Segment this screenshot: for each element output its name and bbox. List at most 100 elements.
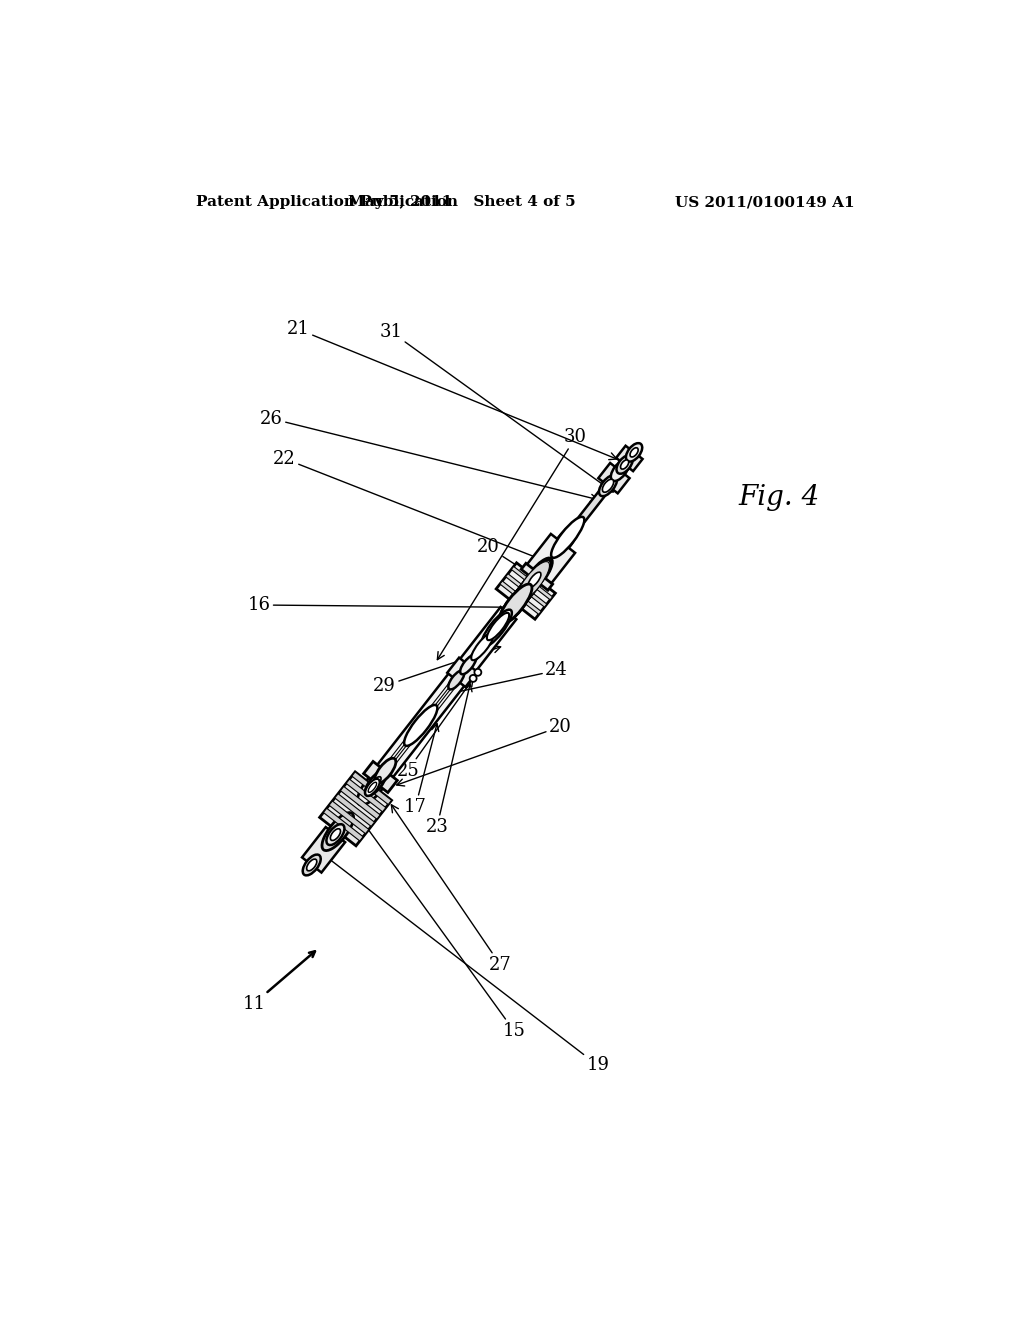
Text: 11: 11	[243, 995, 265, 1012]
Ellipse shape	[499, 589, 527, 626]
Ellipse shape	[505, 576, 539, 616]
Ellipse shape	[473, 631, 495, 657]
Polygon shape	[324, 808, 364, 841]
Polygon shape	[364, 762, 397, 792]
Ellipse shape	[371, 776, 381, 789]
Text: 31: 31	[379, 322, 613, 492]
Ellipse shape	[502, 605, 515, 622]
Polygon shape	[302, 828, 345, 873]
Ellipse shape	[599, 475, 617, 496]
Ellipse shape	[611, 461, 629, 480]
Text: 20: 20	[477, 539, 547, 585]
Ellipse shape	[517, 561, 550, 602]
Ellipse shape	[486, 612, 509, 640]
Ellipse shape	[521, 556, 554, 597]
Ellipse shape	[538, 533, 571, 574]
Ellipse shape	[519, 558, 552, 598]
Text: May 5, 2011    Sheet 4 of 5: May 5, 2011 Sheet 4 of 5	[348, 195, 575, 210]
Ellipse shape	[357, 767, 389, 805]
Ellipse shape	[434, 667, 468, 708]
Ellipse shape	[486, 599, 519, 640]
Ellipse shape	[477, 626, 499, 652]
Ellipse shape	[503, 579, 536, 619]
Ellipse shape	[514, 565, 547, 605]
Text: 27: 27	[391, 805, 512, 974]
Polygon shape	[497, 562, 555, 619]
Ellipse shape	[331, 829, 341, 841]
Ellipse shape	[495, 589, 528, 630]
Ellipse shape	[529, 544, 563, 586]
Text: 26: 26	[260, 409, 598, 502]
Polygon shape	[506, 574, 547, 607]
Ellipse shape	[602, 479, 613, 492]
Ellipse shape	[553, 531, 573, 556]
Polygon shape	[616, 446, 643, 471]
Text: 22: 22	[273, 450, 559, 568]
Polygon shape	[524, 533, 575, 586]
Ellipse shape	[417, 688, 451, 730]
Ellipse shape	[511, 569, 544, 609]
Text: US 2011/0100149 A1: US 2011/0100149 A1	[675, 195, 854, 210]
Polygon shape	[500, 581, 541, 614]
Ellipse shape	[474, 669, 481, 676]
Ellipse shape	[449, 671, 464, 689]
Ellipse shape	[404, 705, 437, 746]
Text: 19: 19	[325, 855, 609, 1074]
Polygon shape	[521, 564, 553, 590]
Ellipse shape	[560, 540, 566, 546]
Ellipse shape	[322, 813, 353, 850]
Text: 25: 25	[396, 678, 473, 780]
Ellipse shape	[626, 444, 642, 462]
Ellipse shape	[621, 459, 629, 469]
Ellipse shape	[622, 461, 628, 467]
Ellipse shape	[426, 677, 459, 718]
Ellipse shape	[470, 675, 476, 682]
Polygon shape	[598, 463, 630, 494]
Ellipse shape	[481, 610, 512, 647]
Ellipse shape	[469, 622, 503, 663]
Ellipse shape	[369, 783, 377, 792]
Ellipse shape	[409, 700, 441, 741]
Polygon shape	[377, 607, 516, 777]
Text: 16: 16	[248, 597, 541, 614]
Ellipse shape	[375, 758, 396, 784]
Ellipse shape	[526, 564, 547, 589]
Ellipse shape	[551, 517, 585, 558]
Ellipse shape	[528, 572, 541, 587]
Text: 29: 29	[373, 645, 501, 694]
Ellipse shape	[512, 566, 546, 607]
Ellipse shape	[303, 854, 321, 875]
Text: 17: 17	[404, 723, 438, 816]
Ellipse shape	[306, 859, 316, 871]
Ellipse shape	[494, 595, 523, 631]
Ellipse shape	[460, 655, 476, 675]
Ellipse shape	[481, 620, 503, 648]
Ellipse shape	[616, 455, 633, 474]
Polygon shape	[560, 462, 628, 545]
Polygon shape	[340, 787, 380, 820]
Ellipse shape	[443, 655, 476, 696]
Text: 24: 24	[434, 661, 567, 700]
Text: 23: 23	[426, 684, 472, 836]
Polygon shape	[335, 793, 375, 826]
Ellipse shape	[504, 578, 537, 619]
Polygon shape	[319, 772, 391, 846]
Polygon shape	[447, 657, 477, 686]
Text: Fig. 4: Fig. 4	[739, 483, 820, 511]
Text: 20: 20	[396, 718, 571, 785]
Ellipse shape	[547, 523, 580, 564]
Ellipse shape	[460, 634, 494, 675]
Ellipse shape	[452, 644, 485, 685]
Ellipse shape	[366, 771, 386, 796]
Ellipse shape	[378, 763, 392, 779]
Ellipse shape	[327, 824, 344, 845]
Ellipse shape	[366, 779, 380, 796]
Text: 30: 30	[437, 428, 587, 660]
Text: 21: 21	[287, 321, 616, 459]
Ellipse shape	[484, 607, 514, 644]
Polygon shape	[346, 779, 386, 812]
Ellipse shape	[527, 560, 551, 587]
Text: 15: 15	[357, 814, 525, 1040]
Ellipse shape	[509, 572, 542, 612]
Ellipse shape	[489, 601, 518, 638]
